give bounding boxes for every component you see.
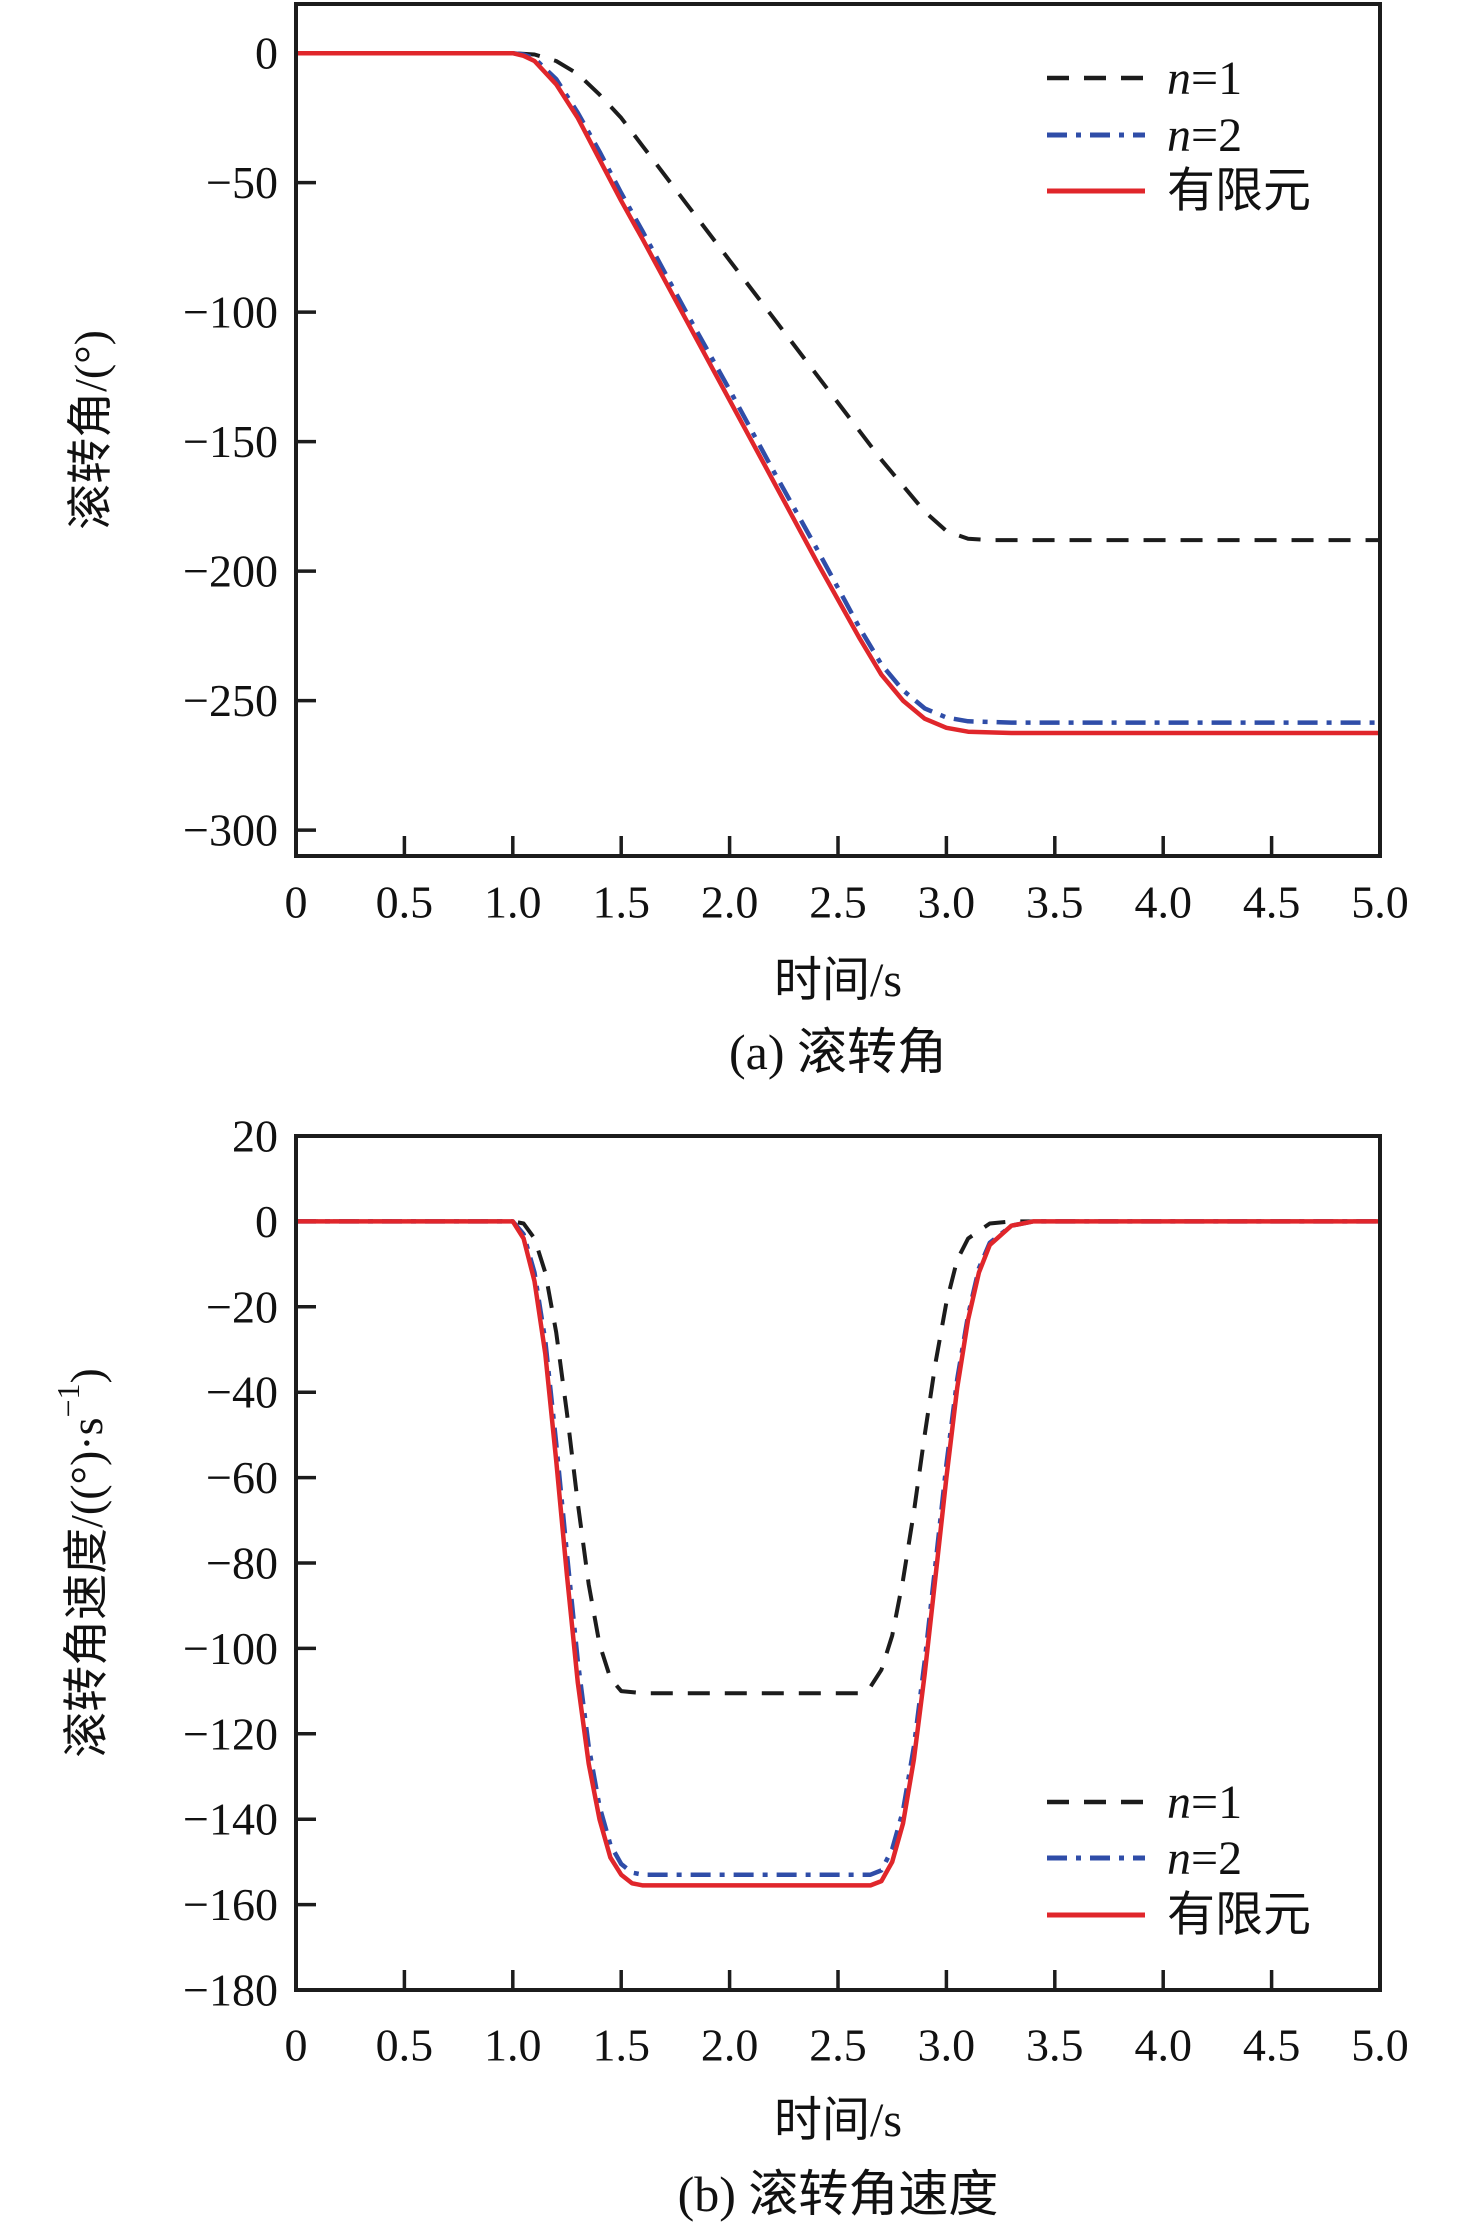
a-plot-frame <box>294 2 1382 858</box>
b-y-axis-title-sup: −1 <box>50 1383 86 1417</box>
b-series-fe-line <box>296 1219 1380 1888</box>
b-x-tick-label: 2.0 <box>701 2020 759 2071</box>
b-y-tick-label: −160 <box>183 1879 278 1930</box>
a-y-tick-label: −300 <box>183 805 278 856</box>
legend-label-rest: =2 <box>1191 1832 1242 1885</box>
x-axis-title-b: 时间/s <box>773 2094 903 2147</box>
a-x-tick-label: 0.5 <box>376 877 434 928</box>
b-y-tick-label: −180 <box>183 1965 278 2016</box>
a-legend-entry-n1: n=1 <box>1047 52 1242 105</box>
b-plot-frame <box>294 1134 1382 1992</box>
b-x-tick-label: 0.5 <box>376 2020 434 2071</box>
a-legend-label-n1: n=1 <box>1167 52 1242 105</box>
b-x-tick-label: 3.0 <box>918 2020 976 2071</box>
b-y-tick-label: −140 <box>183 1794 278 1845</box>
b-y-tick-label: −20 <box>206 1281 278 1332</box>
a-x-tick-label: 4.0 <box>1134 877 1192 928</box>
b-y-tick-labels: 20 0 −20 −40 −60 −80 −100 −120 −140 −160 −180 <box>183 1111 278 2016</box>
a-x-tick-labels: 0 0.5 1.0 1.5 2.0 2.5 3.0 3.5 4.0 4.5 5.0 <box>285 877 1409 928</box>
a-x-ticks <box>294 836 1382 854</box>
a-legend-entry-fe: 有限元 <box>1047 165 1311 218</box>
b-x-tick-label: 5.0 <box>1351 2020 1409 2071</box>
b-y-tick-label: −80 <box>206 1538 278 1589</box>
a-series-fe-line <box>296 50 1380 736</box>
a-legend-label-fe: 有限元 <box>1167 165 1311 218</box>
b-y-axis-title-part: ) <box>61 1368 112 1383</box>
a-x-tick-label: 2.5 <box>809 877 867 928</box>
a-y-axis-title: 滚转角/(°) <box>65 330 116 530</box>
b-x-tick-label: 1.5 <box>592 2020 650 2071</box>
a-y-tick-labels: 0 −50 −100 −150 −200 −250 −300 <box>183 28 278 856</box>
b-x-tick-labels: 0 0.5 1.0 1.5 2.0 2.5 3.0 3.5 4.0 4.5 5.0 <box>285 2020 1409 2071</box>
a-x-tick-label: 1.0 <box>484 877 542 928</box>
b-x-tick-label: 1.0 <box>484 2020 542 2071</box>
a-x-tick-label: 0 <box>285 877 308 928</box>
panel-b: 0 0.5 1.0 1.5 2.0 2.5 3.0 3.5 4.0 4.5 5.0 20 0 −20 −40… <box>50 1111 1409 2071</box>
a-y-ticks <box>298 51 316 832</box>
a-legend-entry-n2: n=2 <box>1047 109 1242 162</box>
caption-b: (b) 滚转角速度 <box>677 2166 999 2222</box>
legend-label-rest: =1 <box>1191 52 1242 105</box>
b-y-tick-label: 0 <box>255 1196 278 1247</box>
b-legend-label-n2: n=2 <box>1167 1832 1242 1885</box>
a-y-tick-label: −250 <box>183 675 278 726</box>
a-x-tick-label: 1.5 <box>592 877 650 928</box>
a-y-tick-label: −200 <box>183 546 278 597</box>
a-series <box>296 50 1380 736</box>
legend-label-rest: =1 <box>1191 1776 1242 1829</box>
a-legend-label-n2: n=2 <box>1167 109 1242 162</box>
b-y-axis-title-part: 滚转角速度/((°)·s <box>61 1418 112 1758</box>
a-y-tick-label: 0 <box>255 28 278 79</box>
b-y-axis-title: 滚转角速度/((°)·s−1) <box>50 1368 112 1758</box>
x-axis-title-a: 时间/s <box>773 954 903 1007</box>
b-series <box>296 1219 1380 1888</box>
a-y-axis-title-part: 滚转角/(°) <box>65 330 116 530</box>
b-x-ticks <box>294 1970 1382 1988</box>
a-x-tick-label: 2.0 <box>701 877 759 928</box>
b-series-n1-line <box>296 1219 1380 1696</box>
panel-a: 0 0.5 1.0 1.5 2.0 2.5 3.0 3.5 4.0 4.5 5.0 0 −50 −100 −… <box>65 2 1409 928</box>
a-y-tick-label: −100 <box>183 287 278 338</box>
b-x-tick-label: 2.5 <box>809 2020 867 2071</box>
b-x-tick-label: 3.5 <box>1026 2020 1084 2071</box>
b-legend-entry-n1: n=1 <box>1047 1776 1242 1829</box>
legend-label-italic-var: n <box>1167 1776 1191 1829</box>
b-y-tick-label: −100 <box>183 1623 278 1674</box>
b-y-tick-label: −40 <box>206 1367 278 1418</box>
b-y-tick-label: 20 <box>232 1111 278 1162</box>
b-y-ticks <box>298 1134 316 1992</box>
a-x-tick-label: 3.5 <box>1026 877 1084 928</box>
a-x-tick-label: 5.0 <box>1351 877 1409 928</box>
legend-label-italic-var: n <box>1167 1832 1191 1885</box>
b-x-tick-label: 4.5 <box>1243 2020 1301 2071</box>
a-y-tick-label: −150 <box>183 416 278 467</box>
b-x-tick-label: 4.0 <box>1134 2020 1192 2071</box>
legend-label-italic-var: n <box>1167 52 1191 105</box>
b-y-tick-label: −60 <box>206 1452 278 1503</box>
a-x-tick-label: 3.0 <box>918 877 976 928</box>
legend-label-rest: =2 <box>1191 109 1242 162</box>
caption-a: (a) 滚转角 <box>729 1024 947 1080</box>
a-y-tick-label: −50 <box>206 157 278 208</box>
a-series-n1-line <box>296 51 1380 543</box>
b-x-tick-label: 0 <box>285 2020 308 2071</box>
b-legend-label-n1: n=1 <box>1167 1776 1242 1829</box>
legend-label-italic-var: n <box>1167 109 1191 162</box>
b-legend-entry-n2: n=2 <box>1047 1832 1242 1885</box>
b-y-tick-label: −120 <box>183 1708 278 1759</box>
a-x-tick-label: 4.5 <box>1243 877 1301 928</box>
b-legend-label-fe: 有限元 <box>1167 1889 1311 1942</box>
b-legend-entry-fe: 有限元 <box>1047 1889 1311 1942</box>
